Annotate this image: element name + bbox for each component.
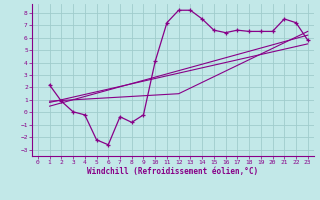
X-axis label: Windchill (Refroidissement éolien,°C): Windchill (Refroidissement éolien,°C) — [87, 167, 258, 176]
